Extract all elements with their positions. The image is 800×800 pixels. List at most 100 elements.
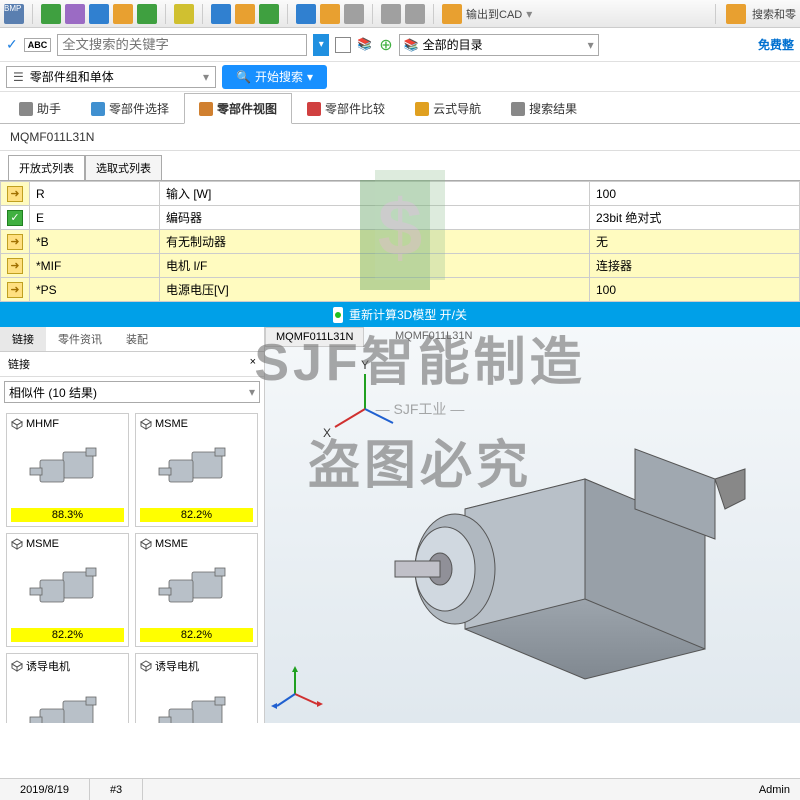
add-icon[interactable]: ⊕ <box>379 35 392 55</box>
check-icon: ✓ <box>6 36 18 53</box>
param-name: 输入 [W] <box>160 182 590 206</box>
toolbar-icon-11[interactable] <box>320 4 340 24</box>
viewport-3d[interactable]: MQMF011L31N MQMF011L31N <box>265 327 800 723</box>
param-value: 100 <box>590 278 800 302</box>
tab-label: 云式导航 <box>433 100 481 117</box>
similar-thumb[interactable]: 诱导电机 <box>135 653 258 723</box>
param-name: 编码器 <box>160 206 590 230</box>
arrow-icon: ➜ <box>7 234 23 250</box>
toolbar-icon-3[interactable] <box>89 4 109 24</box>
tab-cloud[interactable]: 云式导航 <box>400 93 496 123</box>
param-row[interactable]: ➜R输入 [W]100 <box>1 182 800 206</box>
sub-tabs: 链接 零件资讯 装配 <box>0 327 264 352</box>
free-link[interactable]: 免费整 <box>758 36 794 53</box>
thumb-pct: 82.2% <box>140 508 253 522</box>
thumb-image <box>11 674 124 723</box>
svg-text:Y: Y <box>361 358 369 372</box>
model-tab[interactable]: MQMF011L31N <box>265 327 364 347</box>
open-list-tab[interactable]: 开放式列表 <box>8 155 85 180</box>
tab-view[interactable]: 零部件视图 <box>184 93 292 124</box>
thumb-title: 诱导电机 <box>140 658 253 674</box>
thumb-image <box>11 430 124 508</box>
select-list-tab[interactable]: 选取式列表 <box>85 155 162 180</box>
view-icon <box>199 102 213 116</box>
search-parts-icon[interactable] <box>726 4 746 24</box>
component-type-label: 零部件组和单体 <box>30 68 114 85</box>
tab-search[interactable]: 搜索结果 <box>496 93 592 123</box>
tab-select[interactable]: 零部件选择 <box>76 93 184 123</box>
tab-compare[interactable]: 零部件比较 <box>292 93 400 123</box>
status-num: #3 <box>90 779 143 800</box>
param-code: *PS <box>30 278 160 302</box>
tab-assistant[interactable]: 助手 <box>4 93 76 123</box>
toolbar-icon-5[interactable] <box>137 4 157 24</box>
sub-tab-link[interactable]: 链接 <box>0 327 46 351</box>
similar-thumb[interactable]: MSME82.2% <box>135 413 258 527</box>
sub-tab-assembly[interactable]: 装配 <box>114 327 160 351</box>
toolbar-icon-12[interactable] <box>344 4 364 24</box>
param-row[interactable]: ➜*MIF电机 I/F连接器 <box>1 254 800 278</box>
thumb-image <box>140 674 253 723</box>
toolbar-icon-8[interactable] <box>235 4 255 24</box>
abc-badge: ABC <box>24 38 52 52</box>
param-row[interactable]: ➜*B有无制动器无 <box>1 230 800 254</box>
similar-thumb[interactable]: MSME82.2% <box>6 533 129 647</box>
book-icon[interactable] <box>335 37 351 53</box>
axis-main: Y X <box>323 358 393 440</box>
similar-panel: 链接 零件资讯 装配 链接 × 相似件 (10 结果) ▾ MHMF88.3%M… <box>0 327 265 723</box>
search-dropdown-btn[interactable]: ▾ <box>313 34 329 56</box>
thumb-image <box>11 550 124 628</box>
similar-label: 相似件 (10 结果) <box>9 384 97 401</box>
cad-icon[interactable] <box>442 4 462 24</box>
toolbar-icon-13[interactable] <box>381 4 401 24</box>
thumb-grid: MHMF88.3%MSME82.2%MSME82.2%MSME82.2% 诱导电机… <box>0 407 264 723</box>
param-row[interactable]: ✓E编码器23bit 绝对式 <box>1 206 800 230</box>
similar-thumb[interactable]: 诱导电机 <box>6 653 129 723</box>
similar-thumb[interactable]: MHMF88.3% <box>6 413 129 527</box>
directory-select[interactable]: 📚 全部的目录 ▾ <box>399 34 599 56</box>
search-icon: 🔍 <box>236 70 251 84</box>
recalc-label: 重新计算3D模型 开/关 <box>349 306 467 323</box>
toolbar-icon-14[interactable] <box>405 4 425 24</box>
part-number: MQMF011L31N <box>0 124 800 151</box>
toolbar-icon-1[interactable] <box>41 4 61 24</box>
main-toolbar: BMP 输出到CAD ▾ 搜索和零 <box>0 0 800 28</box>
toolbar-icon-6[interactable] <box>174 4 194 24</box>
component-type-select[interactable]: ☰ 零部件组和单体 ▾ <box>6 66 216 88</box>
fulltext-search-input[interactable] <box>57 34 307 56</box>
model-3d: Y X <box>265 349 800 723</box>
status-date: 2019/8/19 <box>0 779 90 800</box>
param-code: *B <box>30 230 160 254</box>
close-icon[interactable]: × <box>250 356 256 372</box>
toolbar-icon-7[interactable] <box>211 4 231 24</box>
sub-tab-info[interactable]: 零件资讯 <box>46 327 114 351</box>
toolbar-icon-10[interactable] <box>296 4 316 24</box>
main-tabs: 助手零部件选择零部件视图零部件比较 云式导航搜索结果 <box>0 92 800 124</box>
cad-export-label[interactable]: 输出到CAD <box>466 6 522 22</box>
search-parts-label[interactable]: 搜索和零 <box>752 6 796 22</box>
viewport-label: MQMF011L31N <box>385 327 482 345</box>
search-row: ✓ ABC ▾ 📚 ⊕ 📚 全部的目录 ▾ 免费整 <box>0 28 800 62</box>
start-search-button[interactable]: 🔍 开始搜索 ▾ <box>222 65 327 89</box>
search-icon <box>511 102 525 116</box>
recalc-bar[interactable]: 重新计算3D模型 开/关 <box>0 302 800 327</box>
assistant-icon <box>19 102 33 116</box>
toolbar-icon-4[interactable] <box>113 4 133 24</box>
param-value: 100 <box>590 182 800 206</box>
status-bar: 2019/8/19 #3 Admin <box>0 778 800 800</box>
similar-select[interactable]: 相似件 (10 结果) ▾ <box>4 381 260 403</box>
lower-area: 链接 零件资讯 装配 链接 × 相似件 (10 结果) ▾ MHMF88.3%M… <box>0 327 800 723</box>
arrow-icon: ➜ <box>7 258 23 274</box>
param-table: ➜R输入 [W]100✓E编码器23bit 绝对式➜*B有无制动器无➜*MIF电… <box>0 181 800 302</box>
thumb-title: MHMF <box>11 418 124 430</box>
arrow-icon: ➜ <box>7 282 23 298</box>
bmp-icon[interactable]: BMP <box>4 4 24 24</box>
globe-icon[interactable]: 📚 <box>357 37 373 53</box>
param-name: 电机 I/F <box>160 254 590 278</box>
similar-thumb[interactable]: MSME82.2% <box>135 533 258 647</box>
thumb-title: 诱导电机 <box>11 658 124 674</box>
toolbar-icon-2[interactable] <box>65 4 85 24</box>
param-row[interactable]: ➜*PS电源电压[V]100 <box>1 278 800 302</box>
start-search-label: 开始搜索 <box>255 68 303 85</box>
toolbar-icon-9[interactable] <box>259 4 279 24</box>
